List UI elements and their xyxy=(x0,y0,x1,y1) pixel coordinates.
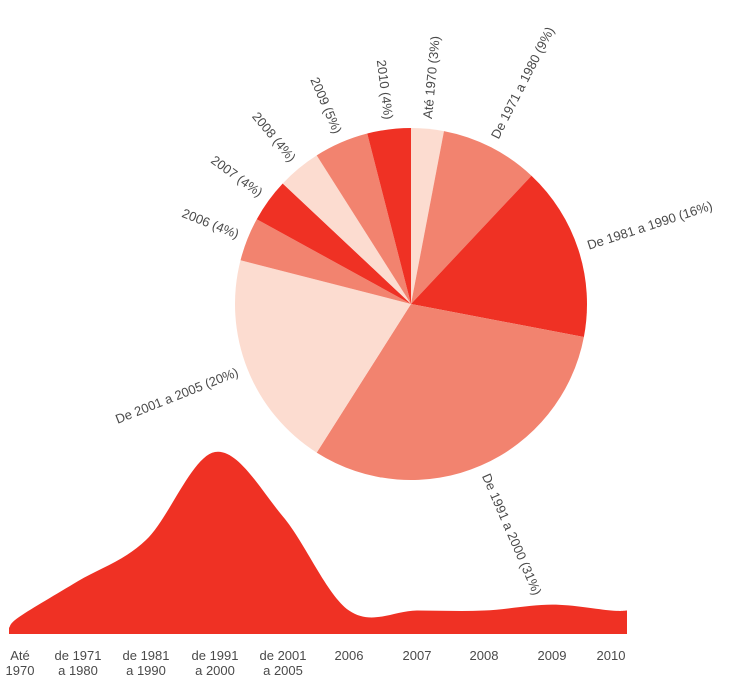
x-tick-label: 2006 xyxy=(335,648,364,663)
pie-slice xyxy=(316,304,584,480)
pie-slice xyxy=(240,219,411,304)
x-tick-label: de 1981 a 1990 xyxy=(123,648,170,675)
x-tick-label: de 1971 a 1980 xyxy=(55,648,102,675)
pie-slice-label: De 1991 a 2000 (31%) xyxy=(479,471,545,597)
x-tick-label: de 2001 a 2005 xyxy=(260,648,307,675)
pie-slice xyxy=(411,175,587,337)
pie-slice xyxy=(411,131,532,304)
pie-slice xyxy=(256,183,411,304)
x-tick-label: de 1991 a 2000 xyxy=(192,648,239,675)
pie-slice xyxy=(411,128,444,304)
pie-slice-label: Até 1970 (3%) xyxy=(420,35,443,119)
pie-slice-label: 2010 (4%) xyxy=(374,59,396,120)
pie-slice-label: 2007 (4%) xyxy=(208,152,265,199)
pie-slice xyxy=(235,260,411,453)
pie-slice xyxy=(316,133,411,304)
x-tick-label: 2010 xyxy=(597,648,626,663)
pie-slice-label: De 1971 a 1980 (9%) xyxy=(488,24,557,141)
pie-slice xyxy=(367,128,411,304)
pie-slice-label: 2009 (5%) xyxy=(307,75,345,136)
pie-slice-label: De 1981 a 1990 (16%) xyxy=(585,198,714,253)
pie-slice-label: De 2001 a 2005 (20%) xyxy=(113,365,240,427)
x-tick-label: 2008 xyxy=(470,648,499,663)
pie-slice-label: 2006 (4%) xyxy=(180,205,241,241)
pie-slice xyxy=(282,155,411,304)
x-tick-label: 2007 xyxy=(403,648,432,663)
area-series xyxy=(9,451,627,634)
x-tick-label: 2009 xyxy=(538,648,567,663)
pie-slice-label: 2008 (4%) xyxy=(249,109,299,165)
x-tick-label: Até 1970 xyxy=(6,648,35,675)
area-chart: Até 1970 de 1971 a 1980 de 1981 a 1990 de 1991… xyxy=(6,451,627,675)
